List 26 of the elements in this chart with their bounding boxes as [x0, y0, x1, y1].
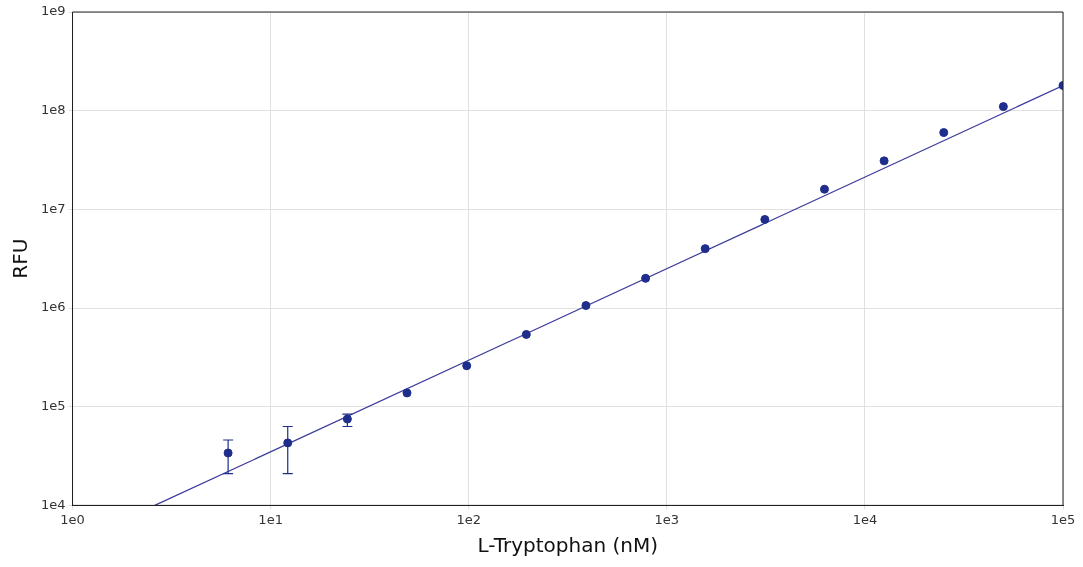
x-tick-label: 1e0	[60, 511, 85, 527]
y-tick-label: 1e8	[40, 102, 66, 118]
point	[998, 102, 1008, 112]
y-tick-label: 1e9	[40, 3, 66, 19]
point	[879, 156, 889, 166]
y-tick-label: 1e6	[40, 299, 66, 315]
x-tick-label: 1e2	[456, 511, 481, 527]
y-tick-label: 1e7	[40, 200, 66, 216]
x-tick-label: 1e4	[852, 511, 878, 527]
point	[402, 388, 412, 398]
y-axis-title: RFU	[8, 238, 33, 279]
point	[760, 214, 770, 224]
point	[700, 244, 710, 254]
x-tick-label: 1e1	[258, 511, 283, 527]
y-tick-label: 1e4	[40, 496, 66, 512]
point	[581, 301, 591, 311]
y-tick-label: 1e5	[40, 398, 66, 414]
point	[819, 184, 829, 194]
x-tick-label: 1e3	[654, 511, 680, 527]
point	[283, 438, 293, 448]
point	[521, 329, 531, 339]
point	[939, 128, 949, 138]
x-axis-title: L-Tryptophan (nM)	[477, 533, 659, 558]
point	[641, 273, 651, 283]
x-tick-label: 1e5	[1050, 511, 1076, 527]
point	[462, 361, 472, 371]
